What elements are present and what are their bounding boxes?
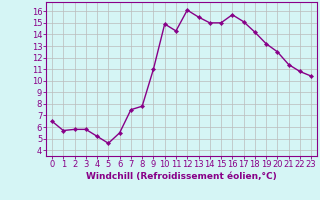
- X-axis label: Windchill (Refroidissement éolien,°C): Windchill (Refroidissement éolien,°C): [86, 172, 277, 181]
